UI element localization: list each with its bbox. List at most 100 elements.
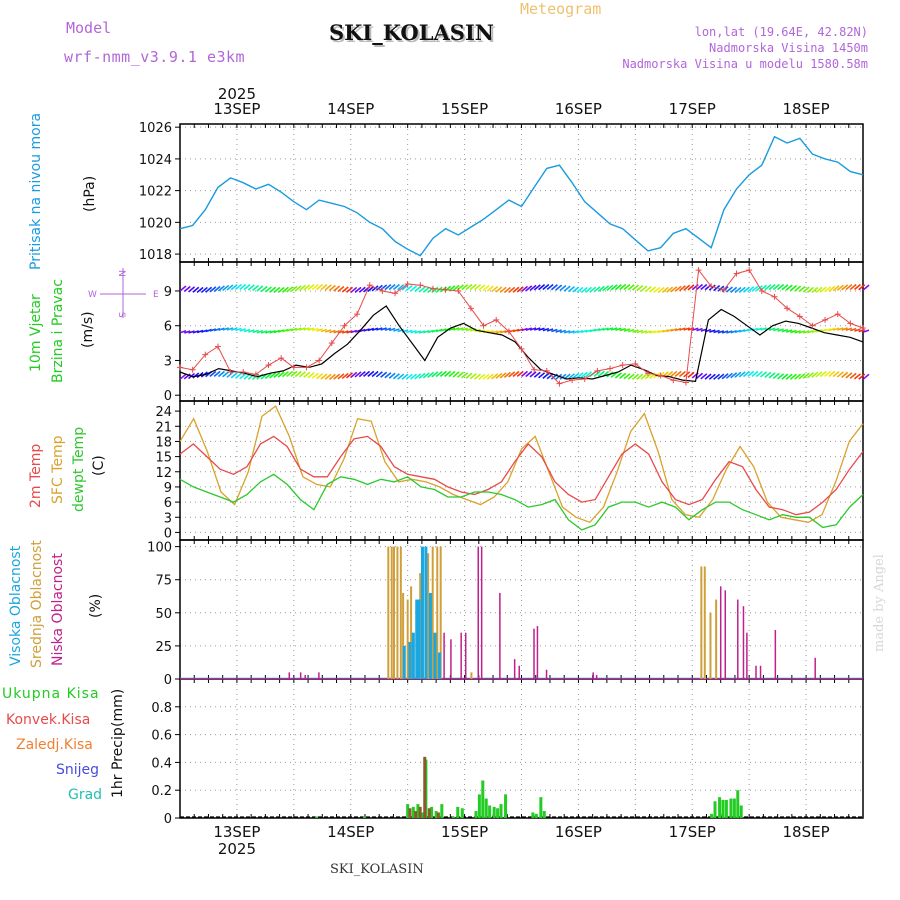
wind-barb [674,370,682,377]
wind-barb [213,370,221,377]
wind-barb [345,372,353,379]
lonlat-label: lon,lat (19.64E, 42.82N) [694,25,868,39]
wind-barb [384,327,392,331]
wind-barb [649,330,656,334]
wind-barb [269,286,277,293]
wind-barb [636,329,644,334]
wind-barb [653,286,661,293]
wind-barb [666,286,674,293]
y-tick-label: 24 [155,405,172,420]
wind-barb [329,329,336,334]
precip-conv-bar [408,808,412,818]
wind-barb [418,286,426,293]
wind-barb [256,285,264,292]
cloud-mid-bar [700,566,703,679]
wind-barb [469,373,477,380]
cloud-low-bar [513,659,516,679]
wind-barb [631,284,639,291]
cloud-high-bar [411,632,415,679]
wind-barb [828,285,836,292]
wind-barb [538,372,546,379]
wind-barb [375,371,383,378]
wind-barb [538,283,546,291]
wind-barb [222,284,230,292]
wind-barb [461,372,469,379]
wind-barb [286,328,293,332]
wind-barb [290,370,298,377]
wind-barb [461,327,468,331]
wind-barb [640,285,648,292]
wind-barb [806,286,815,293]
wind-barb [743,328,750,333]
wind-barb [328,284,336,292]
wind-barb [794,330,801,334]
wind-barb [482,373,490,380]
wind-barb [593,328,601,332]
wind-barb [559,329,567,334]
wind-barb [802,286,810,293]
wind-barb [631,373,639,380]
wind-barb [593,286,601,293]
wind-barb [738,286,746,294]
wind-barb [572,286,580,293]
wind-barb [303,371,311,378]
legend-frz-rain: Zaledj.Kisa [16,737,93,753]
wind-barb [661,286,669,294]
wind-barb [410,285,418,292]
wind-barb [218,327,225,331]
wind-barb [700,373,708,380]
wind-barb [405,284,413,292]
wind-barb [789,285,797,292]
wind-barb [798,373,806,380]
wind-barb [205,328,212,333]
cloud-low-bar [460,632,462,679]
wind-barb [354,286,362,294]
precip-conv-bar [414,811,418,818]
cloud-mid-bar [399,546,402,679]
wind-barb [401,373,409,380]
wind-barb [777,283,785,291]
cloud-mid-bar [402,592,405,679]
cloud-mid-bar [396,546,399,679]
wind-barb [217,370,225,378]
wind-barb [713,329,720,334]
wind-barb [388,327,396,332]
wind-barb [452,371,460,378]
wind-barb [696,372,704,379]
wind-barb [316,283,324,291]
wind-barb [576,330,584,334]
cloud-high-bar [428,592,432,679]
wind-barb [559,284,567,292]
wind-barb [666,370,674,378]
wind-barb [448,327,456,331]
cloud-high-bar [420,546,424,679]
cloud-low-bar [318,672,320,679]
wind-barb [819,286,827,293]
wind-barb [627,284,635,291]
wind-barb [418,372,426,380]
wind-barb [657,286,665,294]
wind-barb [819,370,827,378]
wind-barb [828,327,836,332]
wind-barb [324,373,332,380]
precip-total-bar [434,811,438,818]
year-label-bottom: 2025 [218,840,256,858]
wind-barb [495,286,503,293]
wind-barb [307,327,315,331]
wind-barb [670,286,678,293]
wind-barb [790,329,797,334]
wind-barb [687,284,695,291]
wind-barb [469,283,477,291]
wind-barb [670,370,678,377]
wind-barb [546,283,554,291]
wind-barb [423,330,430,334]
day-label-bottom: 14SEP [327,823,374,841]
cloud-low-bar [774,630,777,679]
cloud-mid-bar [470,672,473,679]
wind-barb [836,284,844,291]
cloud-low-bar [533,628,535,679]
wind-barb [234,283,243,291]
y-tick-label: 3 [164,354,172,369]
precip-total-bar [499,804,503,818]
